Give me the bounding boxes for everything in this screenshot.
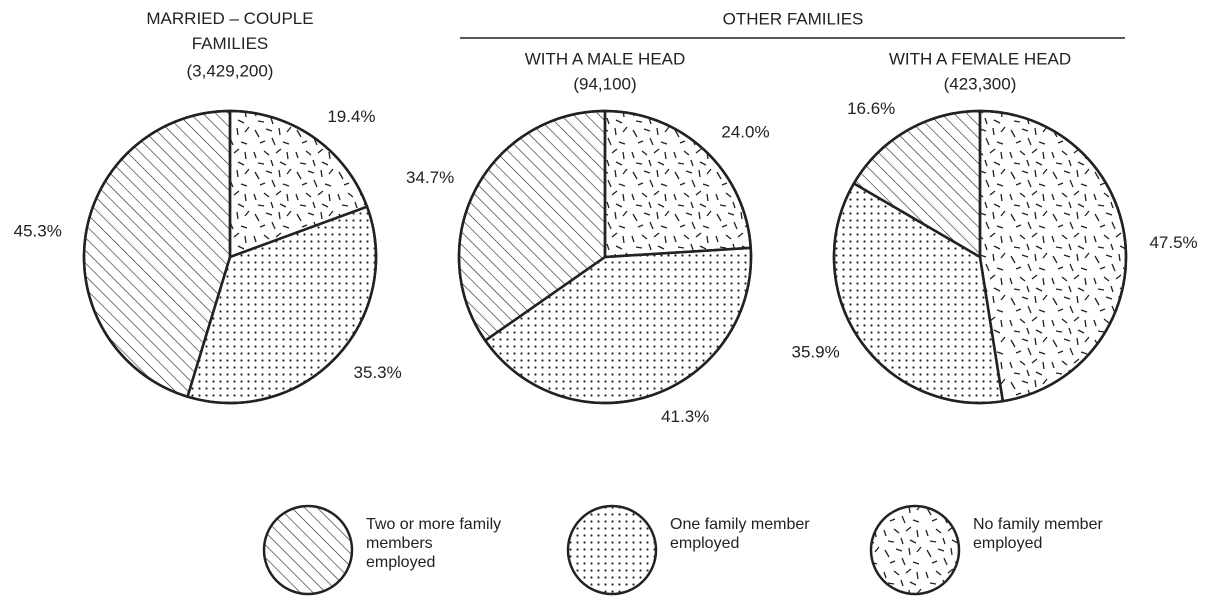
data-label: 41.3% xyxy=(661,407,709,426)
chart-title: WITH A FEMALE HEAD xyxy=(889,49,1071,68)
legend-swatch xyxy=(566,504,658,596)
pie-outline xyxy=(457,109,753,405)
pie-outline xyxy=(832,109,1128,405)
data-label: 16.6% xyxy=(847,99,895,118)
group-title: OTHER FAMILIES xyxy=(723,9,864,28)
data-label: 35.3% xyxy=(354,363,402,382)
data-label: 45.3% xyxy=(14,221,62,240)
legend-label: Two or more family members employed xyxy=(366,516,502,571)
chart-subtitle: (423,300) xyxy=(944,74,1017,93)
chart-subtitle: (94,100) xyxy=(573,74,636,93)
data-label: 34.7% xyxy=(406,168,454,187)
pie-slice xyxy=(978,109,1128,403)
data-label: 47.5% xyxy=(1149,233,1197,252)
chart-title: WITH A MALE HEAD xyxy=(525,49,686,68)
chart-title: MARRIED – COUPLE FAMILIES xyxy=(146,9,313,53)
data-label: 24.0% xyxy=(721,123,769,142)
chart-subtitle: (3,429,200) xyxy=(187,61,274,80)
pie-outline xyxy=(82,109,378,405)
legend-swatch xyxy=(869,504,961,596)
legend-label: No family member employed xyxy=(973,516,1103,552)
data-label: 35.9% xyxy=(791,342,839,361)
data-label: 19.4% xyxy=(327,107,375,126)
legend-label: One family member employed xyxy=(670,516,810,552)
legend-swatch xyxy=(262,504,354,596)
